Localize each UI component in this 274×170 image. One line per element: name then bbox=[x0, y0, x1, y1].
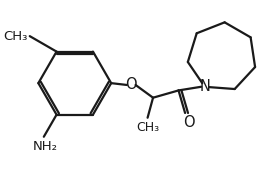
Text: O: O bbox=[183, 115, 195, 130]
Text: N: N bbox=[199, 79, 210, 94]
Text: NH₂: NH₂ bbox=[33, 140, 58, 153]
Text: O: O bbox=[125, 78, 137, 92]
Text: CH₃: CH₃ bbox=[4, 30, 28, 43]
Text: CH₃: CH₃ bbox=[136, 121, 159, 134]
